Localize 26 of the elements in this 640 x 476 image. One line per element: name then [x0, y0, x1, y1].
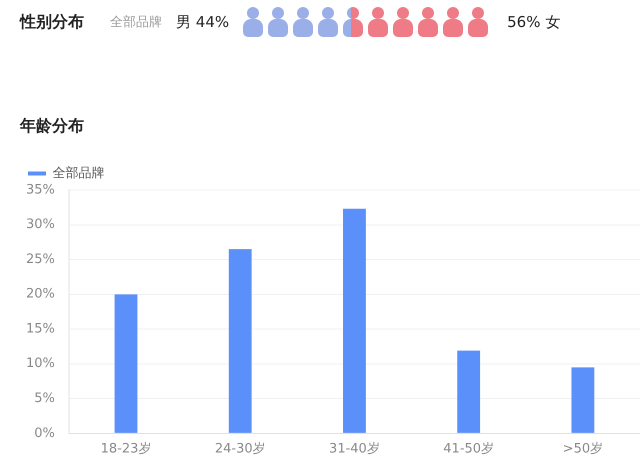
x-tick-label: >50岁: [562, 442, 604, 457]
category-label: 女: [545, 12, 560, 30]
bar: [457, 350, 480, 433]
y-tick-label: 0%: [34, 426, 55, 441]
text: 性别分布: [20, 12, 85, 32]
bar: [343, 208, 366, 433]
y-tick-label: 5%: [34, 391, 55, 406]
category-label: 男: [176, 12, 191, 30]
y-tick-label: 20%: [26, 286, 55, 302]
chart-title: 年龄分布: [18, 115, 85, 137]
legend-label: 全部品牌: [52, 166, 104, 181]
x-tick-label: 31-40岁: [329, 442, 380, 457]
x-tick-label: 24-30岁: [214, 442, 266, 457]
y-tick-label: 25%: [26, 252, 55, 267]
x-tick-label: 18-23岁: [100, 442, 152, 457]
text: 全部品牌: [110, 14, 162, 31]
bar: [228, 249, 252, 433]
y-tick-label: 10%: [26, 356, 55, 372]
data-label: 56%: [507, 12, 540, 30]
y-tick-label: 15%: [26, 321, 55, 336]
bar: [114, 294, 138, 433]
x-tick-label: 41-50岁: [443, 442, 494, 457]
bar: [571, 367, 594, 433]
y-tick-label: 35%: [26, 182, 55, 198]
y-tick-label: 30%: [26, 217, 55, 232]
data-label: 44%: [196, 12, 230, 30]
